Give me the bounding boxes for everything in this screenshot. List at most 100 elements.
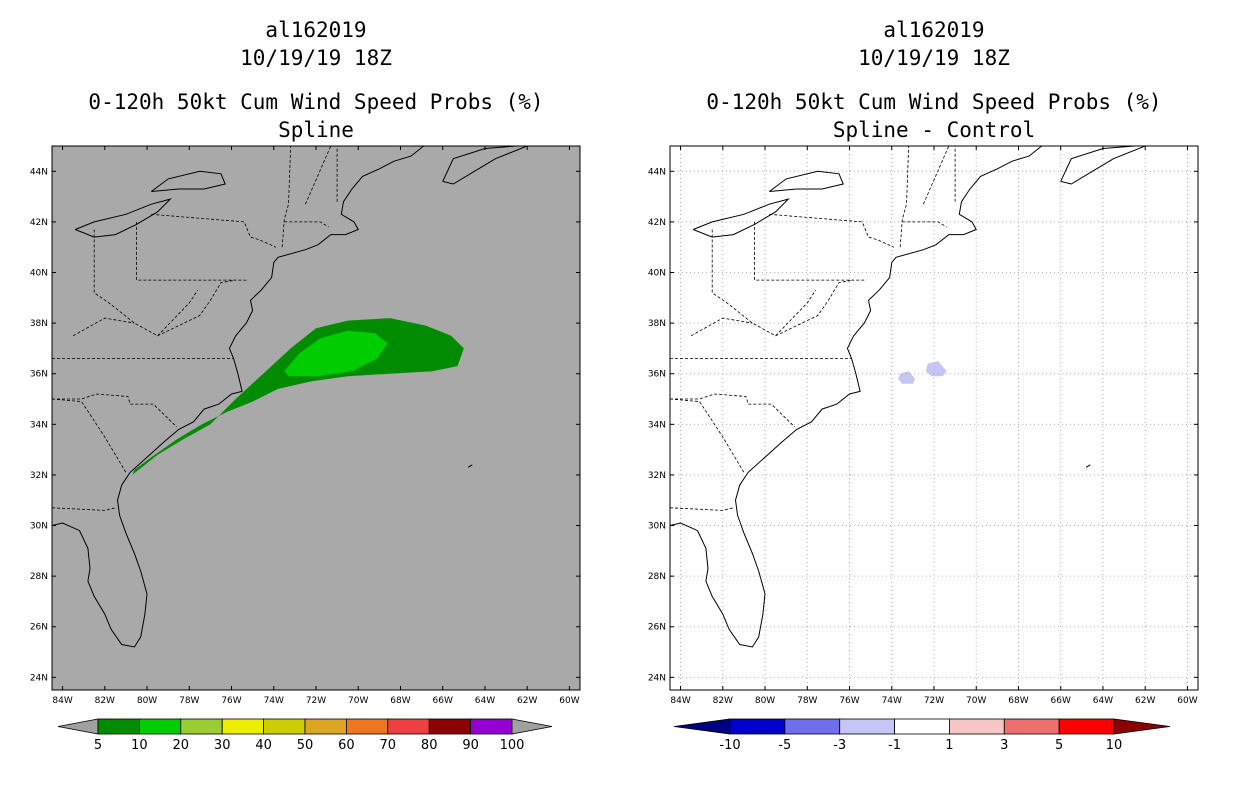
colorbar-label: 50 (297, 738, 314, 753)
state-border (281, 146, 292, 248)
lon-tick-label: 66W (1051, 696, 1071, 706)
lon-tick-label: 76W (839, 696, 859, 706)
colorbar-label: -3 (833, 738, 846, 753)
map-panel-1: 84W 82W 80W 78W 76W 74W 72W 70W 68W 66W 64W 62W 60W 2… (648, 145, 1199, 706)
lat-tick-label: 24N (30, 673, 48, 683)
lon-tick-label: 66W (433, 696, 453, 706)
lon-tick-label: 64W (1093, 696, 1113, 706)
state-border (157, 289, 199, 337)
coastline-1 (75, 198, 172, 238)
state-border (136, 221, 249, 281)
contour-10-20-1 (284, 330, 388, 377)
state-border (902, 221, 947, 228)
lon-tick-label: 76W (221, 696, 241, 706)
colorbar-swatch (729, 718, 786, 735)
colorbar-swatch (263, 718, 306, 735)
state-border (899, 146, 910, 248)
coastline-2 (151, 170, 226, 192)
colorbar-swatch (180, 718, 223, 735)
right-method-label: Spline - Control (832, 118, 1036, 142)
lat-tick-label: 36N (648, 370, 666, 380)
coastline-4 (467, 464, 473, 468)
right-storm-id: al162019 (883, 18, 985, 42)
colorbar-0: 5 10 20 30 40 50 60 70 80 90 100 (57, 718, 553, 753)
lon-tick-label: 80W (755, 696, 775, 706)
lon-tick-label: 68W (1008, 696, 1028, 706)
coastline-4 (1085, 464, 1091, 468)
state-border (305, 146, 332, 205)
colorbar-swatch (304, 718, 347, 735)
left-product-title: 0-120h 50kt Cum Wind Speed Probs (%) (88, 90, 544, 114)
contour--3to-1-0 (898, 371, 915, 384)
state-border (52, 507, 116, 511)
colorbar-swatch (221, 718, 264, 735)
lat-tick-label: 36N (30, 370, 48, 380)
map-layers (52, 146, 528, 648)
lat-tick-label: 40N (30, 269, 48, 279)
colorbar-label: 80 (421, 738, 438, 753)
left-storm-id: al162019 (265, 18, 367, 42)
colorbar-swatch (839, 718, 895, 735)
coastline-1 (693, 198, 790, 238)
colorbar-swatch (784, 718, 841, 735)
colorbar-label: 1 (945, 738, 953, 753)
state-border (670, 398, 745, 473)
colorbar-label: -1 (888, 738, 901, 753)
lat-tick-label: 28N (30, 572, 48, 582)
lat-tick-label: 30N (648, 522, 666, 532)
lon-tick-label: 78W (797, 696, 817, 706)
colorbar-label: 100 (500, 738, 525, 753)
lat-tick-label: 38N (30, 319, 48, 329)
colorbar-label: 90 (462, 738, 479, 753)
lon-tick-label: 62W (1135, 696, 1155, 706)
colorbar-label: 10 (1106, 738, 1123, 753)
colorbar-label: 40 (255, 738, 272, 753)
lon-tick-label: 74W (264, 696, 284, 706)
state-border (151, 213, 277, 248)
state-border (923, 146, 950, 205)
lat-tick-label: 24N (648, 673, 666, 683)
colorbar-1: -10 -5 -3 -1 1 3 5 10 (673, 718, 1171, 753)
colorbar-label: 5 (1055, 738, 1063, 753)
colorbar-label: 5 (94, 738, 102, 753)
lon-tick-label: 74W (882, 696, 902, 706)
colorbar-swatch (387, 718, 430, 735)
lat-tick-label: 32N (30, 471, 48, 481)
colorbar-swatch (1058, 718, 1115, 735)
state-border (284, 221, 329, 228)
colorbar-swatch (345, 718, 389, 735)
lat-tick-label: 34N (648, 420, 666, 430)
state-border (690, 317, 753, 337)
coastline-2 (769, 170, 844, 192)
colorbar-swatch (894, 718, 950, 735)
colorbar-high-arrow (1113, 718, 1171, 735)
lon-tick-label: 82W (95, 696, 115, 706)
map-background (52, 146, 580, 690)
colorbar-swatch (470, 718, 513, 735)
state-border (670, 507, 734, 511)
lat-tick-label: 44N (648, 167, 666, 177)
colorbar-low-arrow (57, 718, 99, 735)
lon-tick-label: 68W (390, 696, 410, 706)
state-border (775, 289, 817, 337)
lon-tick-label: 80W (137, 696, 157, 706)
state-border (769, 213, 895, 248)
colorbar-swatch (428, 718, 472, 735)
lat-tick-label: 42N (30, 218, 48, 228)
state-border (52, 398, 127, 473)
right-datetime: 10/19/19 18Z (858, 46, 1010, 70)
lon-tick-label: 84W (670, 696, 690, 706)
colorbar-swatch (138, 718, 182, 735)
coastline-0 (670, 146, 1043, 648)
coastline-3 (1060, 146, 1146, 185)
lat-tick-label: 42N (648, 218, 666, 228)
lon-tick-label: 64W (475, 696, 495, 706)
colorbar-label: 60 (338, 738, 355, 753)
lat-tick-label: 30N (30, 522, 48, 532)
lat-tick-label: 32N (648, 471, 666, 481)
lon-tick-label: 62W (517, 696, 537, 706)
lon-tick-label: 78W (179, 696, 199, 706)
contour-5-10-0 (132, 318, 464, 475)
colorbar-low-arrow (673, 718, 731, 735)
